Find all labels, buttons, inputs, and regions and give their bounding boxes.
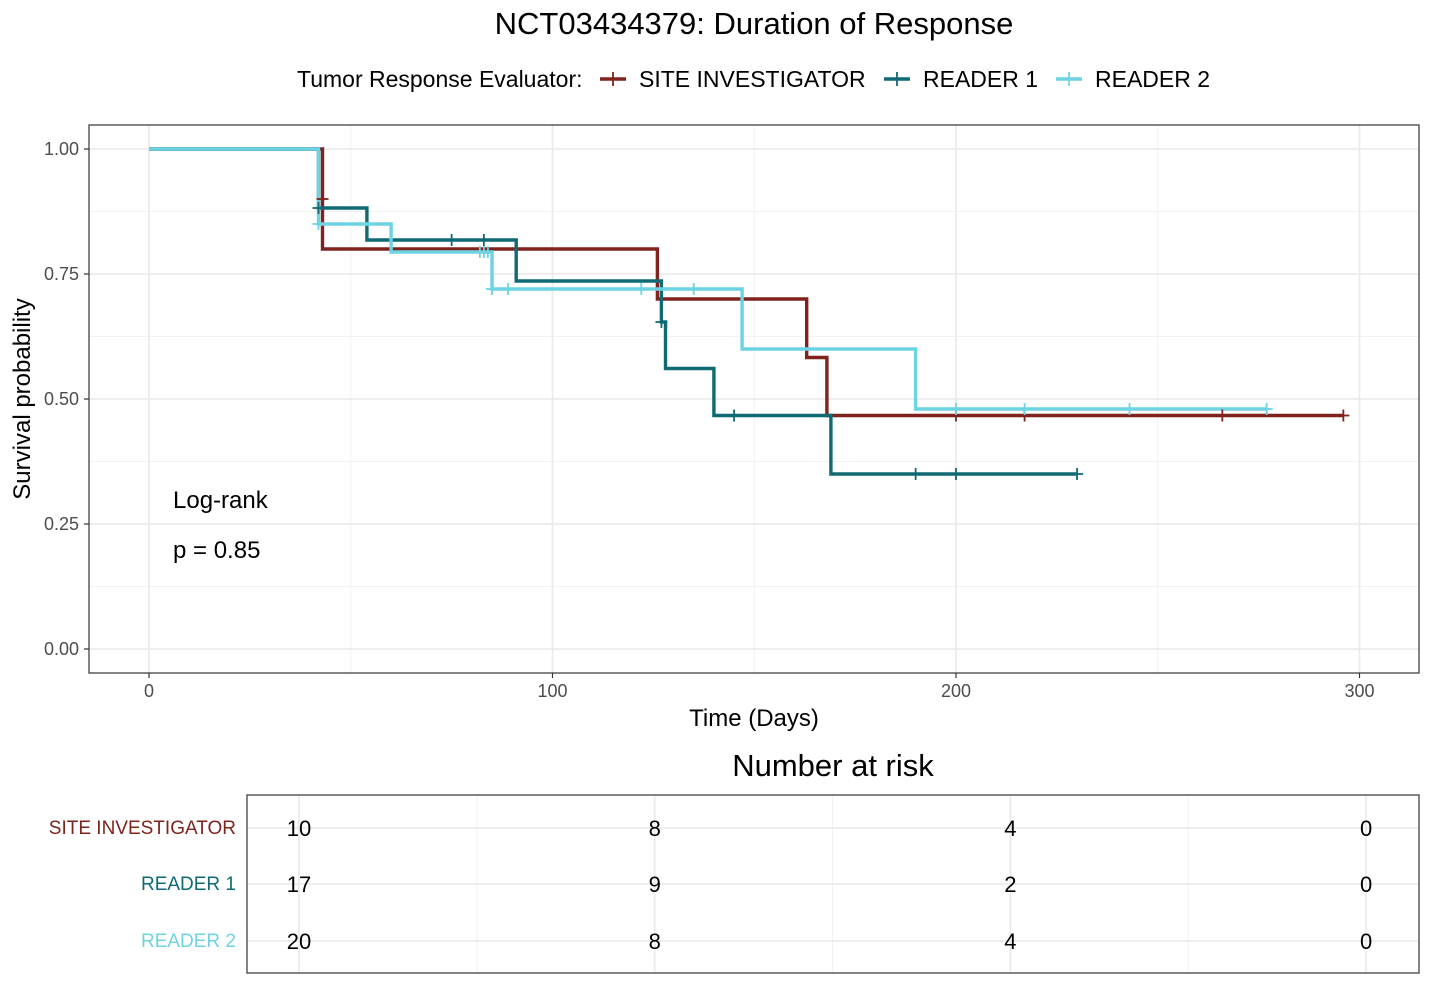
censor-mark [950,403,962,415]
censor-mark [502,283,515,295]
risk-cell: 8 [649,816,661,841]
risk-row-label: READER 1 [141,874,236,895]
y-tick-label: 0.00 [44,639,79,659]
x-tick-label: 200 [941,681,971,701]
legend-title: Tumor Response Evaluator: [297,66,583,92]
risk-cell: 4 [1004,816,1016,841]
risk-row-label: SITE INVESTIGATOR [49,818,236,839]
log-rank-label: Log-rank [173,487,269,514]
series-line-2 [149,147,1077,476]
y-tick-label: 0.50 [44,389,79,409]
censor-mark [485,283,498,295]
chart-title: NCT03434379: Duration of Response [495,6,1014,41]
legend-label: READER 1 [923,66,1038,92]
x-tick-label: 100 [537,681,567,701]
censor-mark [655,316,668,328]
risk-cell: 20 [287,929,311,954]
risk-cell: 9 [649,872,661,897]
censor-mark [481,246,494,258]
censor-mark [477,234,490,246]
censor-mark [1123,403,1136,415]
p-value-label: p = 0.85 [173,537,260,564]
x-tick-label: 300 [1344,681,1374,701]
risk-cell: 4 [1004,929,1016,954]
censor-mark [312,202,325,214]
legend-label: SITE INVESTIGATOR [639,66,866,92]
risk-cell: 2 [1004,872,1016,897]
censor-mark [1337,409,1350,422]
censor-mark [1260,403,1273,415]
censor-mark [950,468,962,480]
censor-mark [312,218,325,230]
risk-cell: 0 [1360,872,1372,897]
risk-cell: 10 [287,816,311,841]
risk-cell: 0 [1360,929,1372,954]
main-plot-panel: 0.00 0.25 0.50 0.75 1.00 0 100 200 300 [44,124,1420,701]
censor-mark [316,193,329,205]
censor-mark [635,283,648,295]
censor-mark [1216,409,1229,422]
censor-mark [1071,468,1084,480]
risk-border [246,794,1420,974]
risk-cell: 17 [287,872,311,897]
y-tick-label: 0.25 [44,514,79,534]
y-tick-label: 1.00 [44,139,79,159]
risk-cell: 0 [1360,816,1372,841]
censor-mark [909,468,922,480]
y-tick-label: 0.75 [44,264,79,284]
censor-mark [1018,403,1031,415]
log-rank-annotation: Log-rank p = 0.85 [173,487,269,564]
risk-table-title: Number at risk [732,748,934,783]
risk-cell: 8 [649,929,661,954]
censor-mark [728,409,741,422]
censor-mark [445,234,458,246]
x-axis-label: Time (Days) [689,705,819,732]
risk-row-label: READER 2 [141,931,236,952]
x-tick-label: 0 [144,681,154,701]
legend-label: READER 2 [1095,66,1210,92]
legend: Tumor Response Evaluator: SITE INVESTIGA… [297,66,1210,92]
y-axis-label: Survival probability [9,298,36,499]
censor-mark [687,283,700,295]
